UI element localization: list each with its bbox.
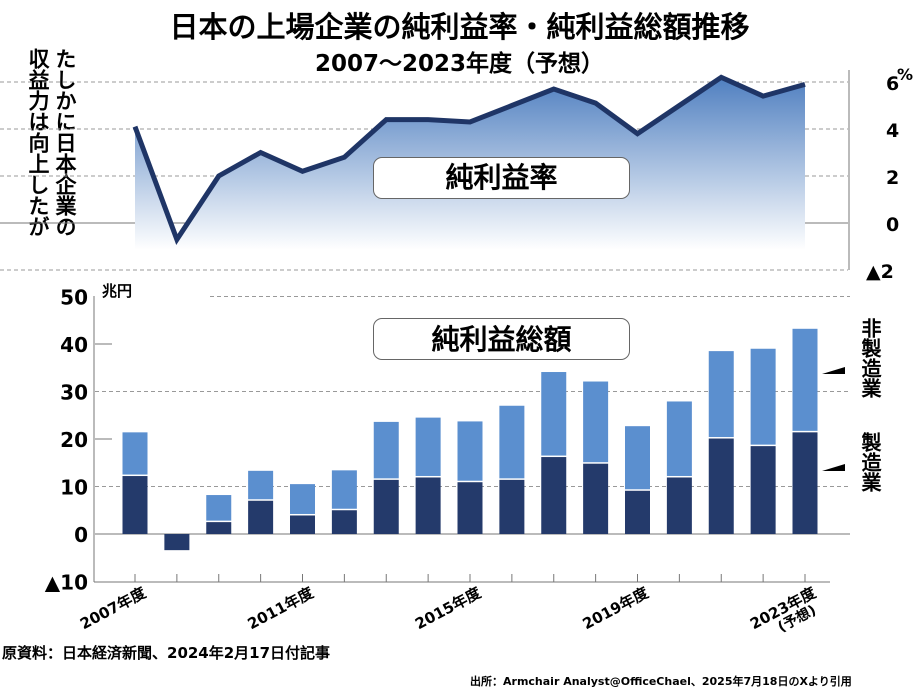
bar-manufacturing xyxy=(792,432,818,534)
bar-manufacturing xyxy=(541,457,567,534)
bar-non-manufacturing xyxy=(248,470,274,500)
bar-non-manufacturing xyxy=(750,348,776,445)
legend-pointer-non-manufacturing xyxy=(822,367,845,374)
x-tick-label: 2019年度 xyxy=(580,583,653,633)
y-tick-label: 20 xyxy=(60,428,88,452)
bar-non-manufacturing xyxy=(792,328,818,431)
bar-non-manufacturing xyxy=(708,351,734,438)
y-tick-label: 4 xyxy=(886,120,899,142)
bar-manufacturing xyxy=(415,477,441,534)
bar-manufacturing xyxy=(122,476,148,534)
bar-non-manufacturing xyxy=(331,470,357,509)
source-original: 原資料：日本経済新聞、2024年2月17日付記事 xyxy=(2,644,331,662)
side-note-line-1: たしかに日本企業の xyxy=(53,48,77,237)
bar-manufacturing xyxy=(583,463,609,534)
bar-non-manufacturing xyxy=(541,372,567,456)
chart-subtitle: 2007〜2023年度（予想） xyxy=(314,51,605,77)
y-tick-label: 10 xyxy=(60,476,88,500)
y-tick-label: 40 xyxy=(60,333,88,357)
y-tick-label: 30 xyxy=(60,381,88,405)
bar-manufacturing xyxy=(290,515,315,534)
y-tick-label: ▲10 xyxy=(45,571,88,595)
bar-non-manufacturing xyxy=(583,381,609,463)
side-note-line-2: 収益力は向上したが xyxy=(26,48,50,237)
bar-manufacturing xyxy=(331,510,357,534)
source-citation: 出所：Armchair Analyst@OfficeChael、2025年7月1… xyxy=(470,675,852,688)
total-chart-label: 純利益総額 xyxy=(373,318,630,360)
legend-non-manufacturing: 非製造業 xyxy=(858,318,882,398)
margin-chart-label: 純利益率 xyxy=(373,157,630,199)
y-unit-label: 兆円 xyxy=(102,282,132,300)
bar-non-manufacturing xyxy=(373,421,399,479)
x-tick-label: 2015年度 xyxy=(412,583,485,633)
x-tick-label: 2011年度 xyxy=(245,583,318,633)
bar-manufacturing xyxy=(750,446,776,534)
legend-pointer-manufacturing xyxy=(822,464,845,471)
y-unit-label: % xyxy=(897,65,913,84)
bar-non-manufacturing xyxy=(457,421,483,481)
bar-manufacturing xyxy=(499,479,525,534)
bar-manufacturing xyxy=(625,490,650,534)
bar-non-manufacturing xyxy=(666,401,692,476)
legend-manufacturing: 製造業 xyxy=(858,432,882,492)
bar-manufacturing xyxy=(666,477,692,534)
y-tick-label: ▲2 xyxy=(866,261,894,283)
bar-non-manufacturing xyxy=(206,495,232,521)
bar-non-manufacturing xyxy=(415,417,441,476)
bar-manufacturing xyxy=(373,479,399,534)
y-tick-label: 0 xyxy=(886,214,899,236)
bar-manufacturing xyxy=(164,534,190,551)
y-tick-label: 2 xyxy=(886,167,899,189)
bar-non-manufacturing xyxy=(290,484,315,514)
bar-manufacturing xyxy=(248,500,274,534)
bar-non-manufacturing xyxy=(499,405,525,479)
y-tick-label: 50 xyxy=(60,286,88,310)
chart-title: 日本の上場企業の純利益率・純利益総額推移 xyxy=(169,10,750,44)
y-tick-label: 6 xyxy=(886,73,899,95)
y-tick-label: 0 xyxy=(74,523,88,547)
bar-manufacturing xyxy=(206,522,232,534)
bar-manufacturing xyxy=(457,482,483,534)
bar-non-manufacturing xyxy=(122,432,148,475)
bar-non-manufacturing xyxy=(625,426,650,490)
bar-manufacturing xyxy=(708,438,734,534)
